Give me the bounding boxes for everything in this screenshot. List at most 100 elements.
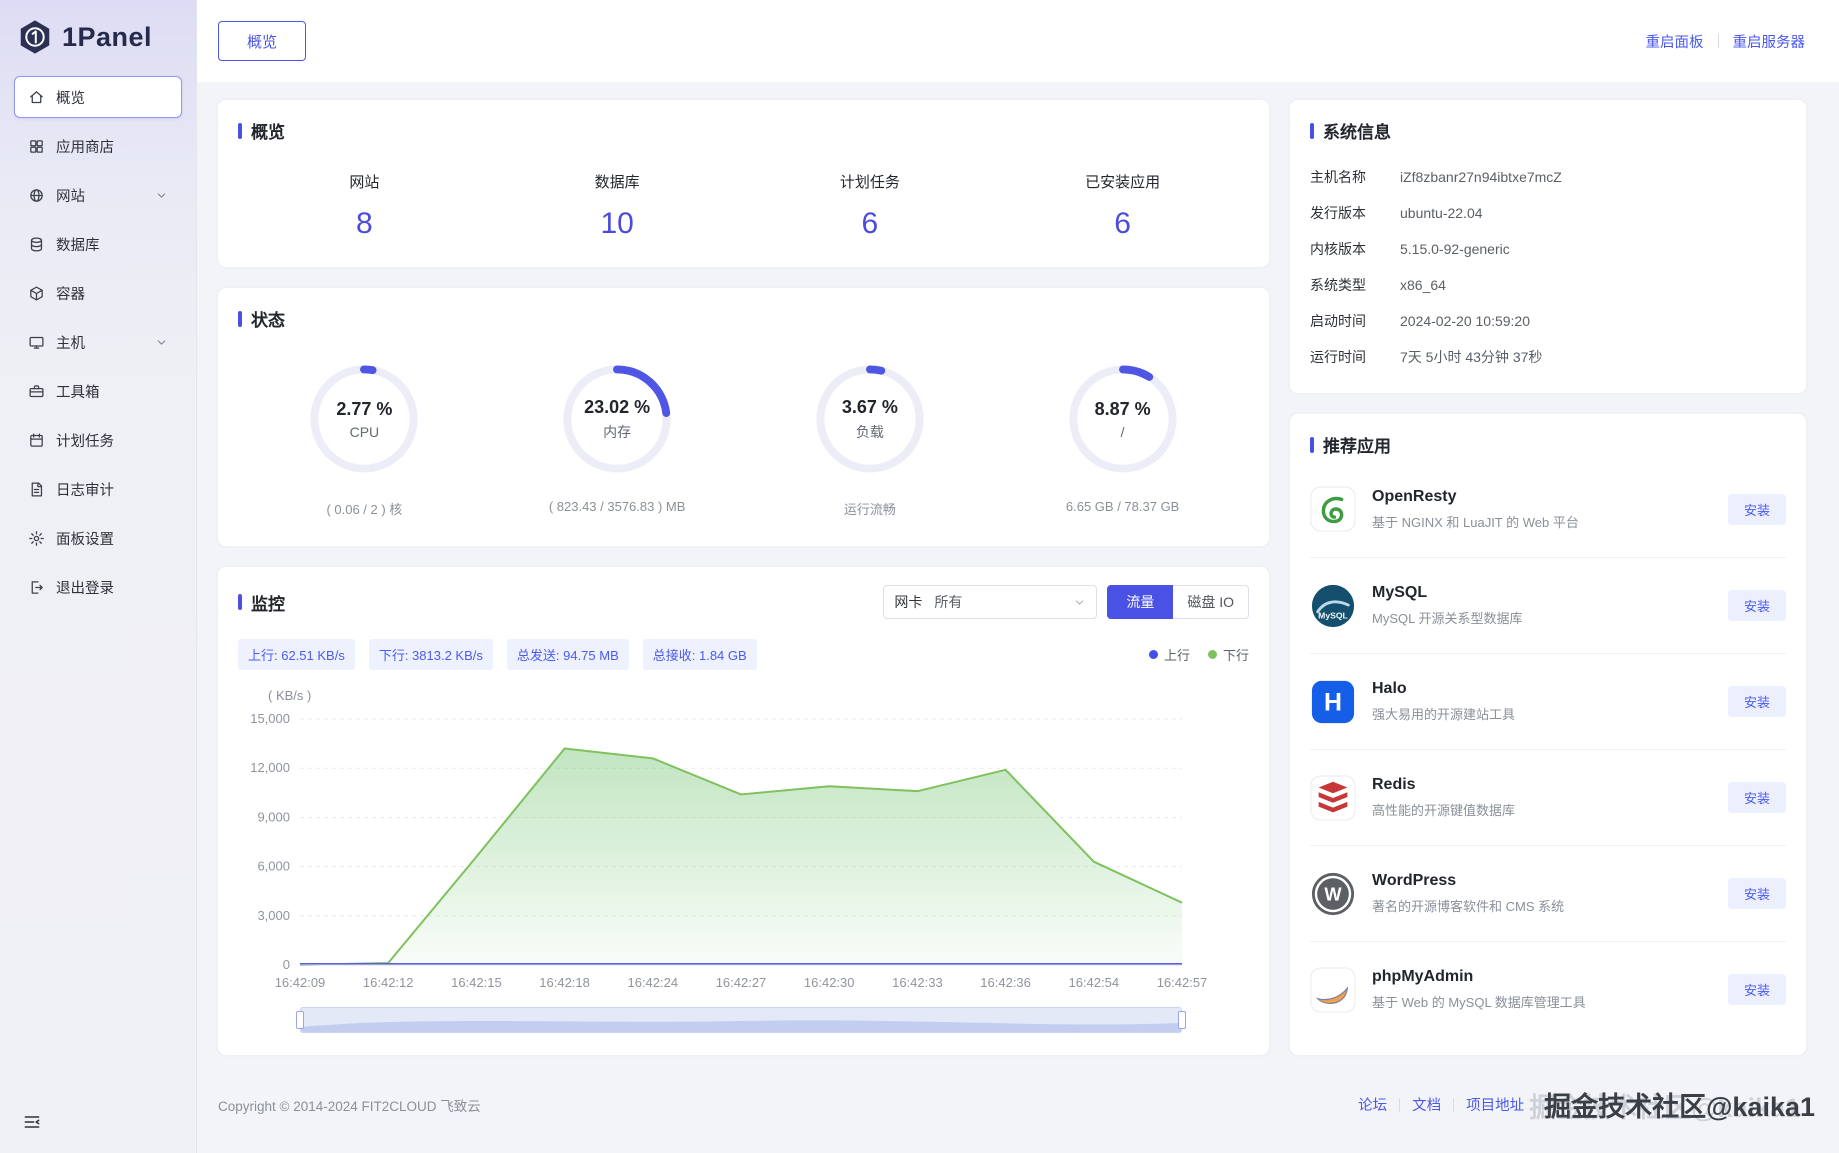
datazoom-left-handle[interactable] [296, 1011, 304, 1029]
app-row-wordpress: W WordPress 著名的开源博客软件和 CMS 系统 安装 [1310, 845, 1786, 941]
restart-server-link[interactable]: 重启服务器 [1732, 34, 1806, 51]
sidebar-menu: 概览应用商店网站数据库容器主机工具箱计划任务日志审计面板设置退出登录 [14, 76, 182, 608]
info-value: x86_64 [1400, 277, 1446, 293]
app-name: WordPress [1372, 872, 1457, 889]
status-card: 状态 2.77 % CPU ( 0.06 / 2 ) 核 23.02 % 内存 ( 823… [218, 288, 1269, 546]
install-mysql-button[interactable]: 安装 [1727, 590, 1786, 621]
stat-value[interactable]: 8 [356, 207, 373, 240]
overview-card-title: 概览 [251, 123, 285, 142]
legend-up[interactable]: 上行 [1148, 645, 1190, 664]
footer-link-2[interactable]: 项目地址 [1466, 1098, 1525, 1114]
overview-stat-websites[interactable]: 网站 8 [238, 171, 491, 241]
sidebar-item-container[interactable]: 容器 [14, 272, 182, 314]
traffic-summary-row: 上行: 62.51 KB/s 下行: 3813.2 KB/s 总发送: 94.75 … [238, 639, 1249, 670]
sidebar-item-website[interactable]: 网站 [14, 174, 182, 216]
gauge-detail: 运行流畅 [843, 502, 896, 517]
svg-text:6,000: 6,000 [257, 859, 290, 874]
container-icon [28, 285, 45, 302]
info-label: 内核版本 [1310, 241, 1366, 257]
info-label: 发行版本 [1310, 205, 1366, 221]
svg-text:9,000: 9,000 [257, 809, 290, 824]
title-bar-accent [1310, 436, 1314, 453]
app-logo-text: 1Panel [62, 21, 153, 52]
gauge-detail: ( 0.06 / 2 ) 核 [326, 502, 403, 517]
tab-overview[interactable]: 概览 [218, 21, 307, 61]
app-name: Redis [1372, 776, 1416, 793]
status-gauge-cpu: 2.77 % CPU ( 0.06 / 2 ) 核 [238, 357, 491, 518]
globe-icon [28, 187, 45, 204]
disk-io-button[interactable]: 磁盘 IO [1173, 585, 1249, 619]
divider [1717, 34, 1719, 48]
app-row-openresty: OpenResty 基于 NGINX 和 LuaJIT 的 Web 平台 安装 [1310, 461, 1786, 557]
sidebar-item-settings[interactable]: 面板设置 [14, 517, 182, 559]
overview-stat-cronjobs[interactable]: 计划任务 6 [744, 171, 997, 241]
sidebar-item-toolbox[interactable]: 工具箱 [14, 370, 182, 412]
sidebar-item-logs[interactable]: 日志审计 [14, 468, 182, 510]
app-row-phpmyadmin: phpMyAdmin 基于 Web 的 MySQL 数据库管理工具 安装 [1310, 941, 1786, 1037]
stat-value[interactable]: 6 [861, 207, 879, 240]
install-phpmyadmin-button[interactable]: 安装 [1727, 974, 1786, 1005]
sidebar-item-database[interactable]: 数据库 [14, 223, 182, 265]
network-card-select[interactable]: 网卡 所有 [883, 585, 1098, 619]
collapse-sidebar-icon[interactable] [22, 1112, 42, 1132]
app-logo[interactable]: 1Panel [14, 16, 182, 76]
install-halo-button[interactable]: 安装 [1727, 686, 1786, 717]
overview-card: 概览 网站 8 数据库 10 计划任务 6 已安装应用 6 [218, 100, 1269, 267]
footer-link-1[interactable]: 文档 [1412, 1098, 1442, 1114]
install-openresty-button[interactable]: 安装 [1727, 493, 1786, 525]
info-value: 7天 5小时 43分钟 37秒 [1400, 349, 1543, 365]
datazoom-right-handle[interactable] [1178, 1011, 1186, 1029]
gauge-ring: 2.77 % CPU [302, 357, 426, 481]
info-value: 2024-02-20 10:59:20 [1400, 313, 1530, 329]
monitor-controls: 网卡 所有 流量 磁盘 IO [883, 585, 1249, 619]
sidebar-item-label: 主机 [56, 335, 85, 352]
mysql-icon: MySQL [1310, 583, 1356, 629]
legend-down[interactable]: 下行 [1207, 645, 1249, 664]
legend-dot [1207, 650, 1217, 659]
system-info-title: 系统信息 [1323, 123, 1391, 142]
main-column: 概览 网站 8 数据库 10 计划任务 6 已安装应用 6 状态 2.77 % CPU ( 0.0… [218, 100, 1269, 1055]
sidebar-item-app-store[interactable]: 应用商店 [14, 125, 182, 167]
stat-value[interactable]: 6 [1114, 207, 1131, 240]
right-column: 系统信息 主机名称 iZf8zbanr27n94ibtxe7mcZ 发行版本 ubun… [1290, 100, 1806, 1055]
traffic-stat-tag: 总发送: 94.75 MB [506, 639, 629, 670]
footer-link-0[interactable]: 论坛 [1358, 1098, 1388, 1114]
svg-text:16:42:15: 16:42:15 [451, 975, 502, 990]
sidebar-item-overview[interactable]: 概览 [14, 76, 182, 118]
sidebar: 1Panel 概览应用商店网站数据库容器主机工具箱计划任务日志审计面板设置退出登… [0, 0, 197, 1153]
app-info: MySQL MySQL 开源关系型数据库 [1372, 584, 1522, 627]
svg-text:16:42:36: 16:42:36 [980, 975, 1031, 990]
app-name: OpenResty [1372, 487, 1457, 505]
svg-text:16:42:27: 16:42:27 [716, 975, 767, 990]
overview-card-header: 概览 [238, 118, 1249, 143]
sidebar-item-label: 退出登录 [56, 580, 114, 597]
system-info-row: 系统类型 x86_64 [1310, 267, 1786, 303]
gauge-label: 内存 [603, 423, 632, 440]
system-info-row: 主机名称 iZf8zbanr27n94ibtxe7mcZ [1310, 159, 1786, 195]
overview-stat-installed-apps[interactable]: 已安装应用 6 [996, 171, 1249, 241]
appstore-icon [28, 138, 45, 155]
main-area: 概览 重启面板 重启服务器 概览 网站 8 数据库 10 计划任务 6 已安装应用 6 [197, 0, 1839, 1153]
redis-icon [1310, 774, 1356, 821]
y-axis-unit: ( KB/s ) [268, 688, 312, 703]
traffic-button[interactable]: 流量 [1107, 585, 1174, 619]
sidebar-item-cronjob[interactable]: 计划任务 [14, 419, 182, 461]
gauge-detail: 6.65 GB / 78.37 GB [1065, 499, 1180, 514]
datazoom-track [300, 1007, 1182, 1033]
system-info-row: 发行版本 ubuntu-22.04 [1310, 195, 1786, 231]
system-info-rows: 主机名称 iZf8zbanr27n94ibtxe7mcZ 发行版本 ubuntu-22… [1310, 159, 1786, 375]
halo-icon: H [1310, 679, 1356, 725]
overview-stat-databases[interactable]: 数据库 10 [491, 171, 744, 241]
sidebar-item-logout[interactable]: 退出登录 [14, 566, 182, 608]
restart-panel-link[interactable]: 重启面板 [1645, 34, 1704, 51]
chart-datazoom-slider[interactable] [296, 1007, 1186, 1033]
sidebar-item-host[interactable]: 主机 [14, 321, 182, 363]
svg-text:16:42:24: 16:42:24 [627, 975, 678, 990]
gauge-label: / [1120, 423, 1125, 440]
sidebar-item-label: 应用商店 [56, 139, 114, 156]
traffic-stat-tag: 下行: 3813.2 KB/s [368, 639, 493, 670]
install-wordpress-button[interactable]: 安装 [1727, 878, 1786, 909]
stat-value[interactable]: 10 [600, 207, 634, 240]
install-redis-button[interactable]: 安装 [1727, 782, 1786, 813]
